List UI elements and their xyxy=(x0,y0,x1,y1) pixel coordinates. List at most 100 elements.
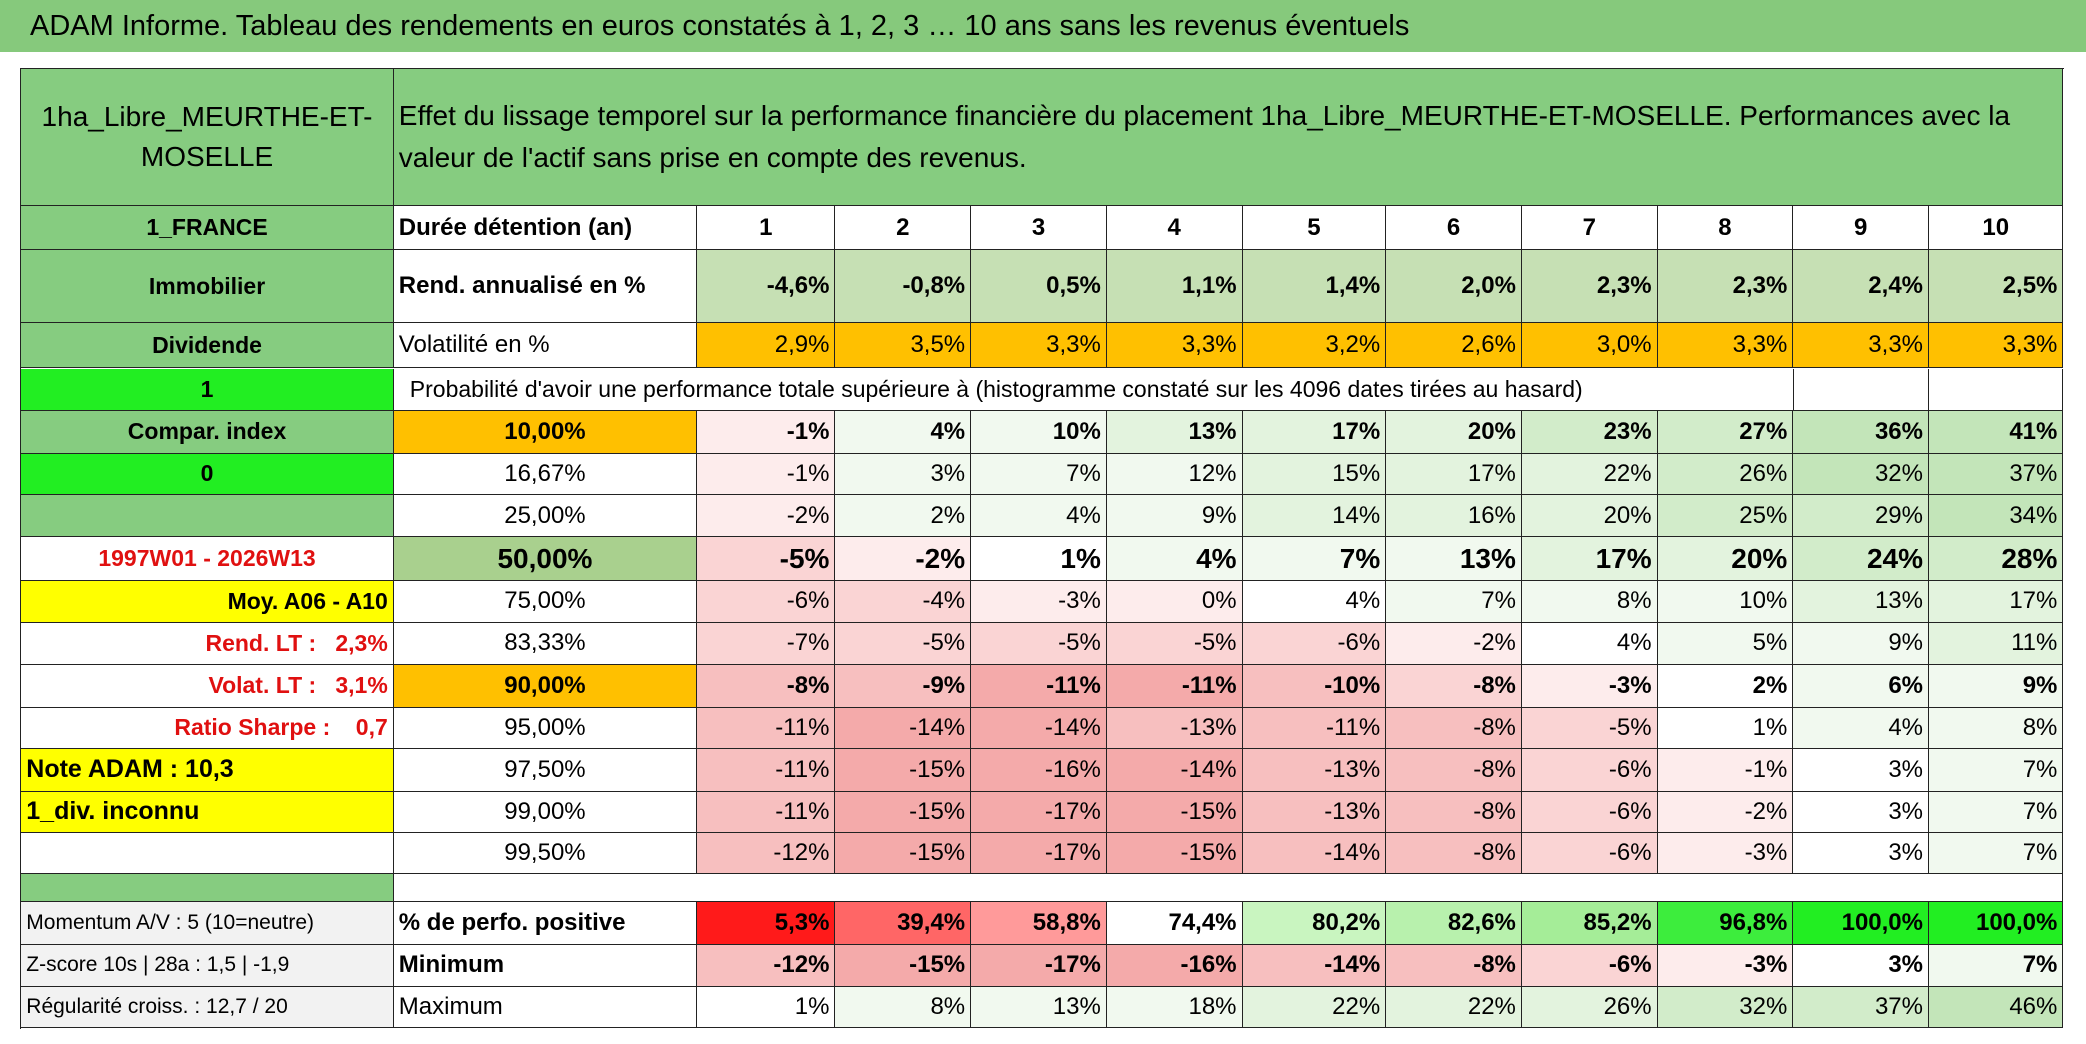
value-cell: -14% xyxy=(1242,944,1387,988)
value-cell: 7% xyxy=(1929,748,2064,792)
value-cell: 1% xyxy=(971,537,1107,582)
value-cell: 46% xyxy=(1929,987,2064,1029)
value-cell: 2,6% xyxy=(1386,323,1522,369)
value-cell: -11% xyxy=(1242,707,1387,749)
value-cell: 7% xyxy=(1929,791,2064,833)
value-cell: 3,3% xyxy=(1106,323,1243,369)
value-cell: 32% xyxy=(1793,453,1929,495)
row-label: Régularité croiss. : 12,7 / 20 xyxy=(21,987,394,1029)
value-cell: 9% xyxy=(1929,665,2064,708)
value-cell: -15% xyxy=(835,791,972,833)
value-cell: 24% xyxy=(1793,537,1929,582)
value-cell: -14% xyxy=(1106,748,1243,792)
row-label xyxy=(21,494,394,538)
value-cell: 3% xyxy=(835,453,972,495)
value-cell: 7% xyxy=(1929,832,2064,875)
value-cell: 13% xyxy=(971,987,1107,1029)
value-cell: -8% xyxy=(1386,707,1522,749)
value-cell: 17% xyxy=(1521,537,1658,582)
header-label: 1ha_Libre_MEURTHE-ET-MOSELLE xyxy=(21,69,394,207)
row-key: 90,00% xyxy=(393,665,698,708)
value-cell: -6% xyxy=(1521,944,1658,988)
value-cell: -14% xyxy=(835,707,972,749)
column-header: 6 xyxy=(1386,206,1522,251)
value-cell: 3,5% xyxy=(835,323,972,369)
value-cell: -15% xyxy=(835,832,972,875)
value-cell: -5% xyxy=(697,537,836,582)
value-cell: 3,3% xyxy=(971,323,1107,369)
value-cell: 20% xyxy=(1521,494,1658,538)
value-cell: -11% xyxy=(971,665,1107,708)
row-key: 99,00% xyxy=(393,791,698,833)
value-cell: 26% xyxy=(1657,453,1794,495)
value-cell: -3% xyxy=(971,581,1107,623)
table-frame xyxy=(20,68,2065,1030)
value-cell: 20% xyxy=(1386,411,1522,454)
value-cell: 13% xyxy=(1106,411,1243,454)
value-cell: 74,4% xyxy=(1106,901,1243,945)
value-cell: 2,0% xyxy=(1386,250,1522,324)
value-cell: 5,3% xyxy=(697,901,836,945)
value-cell: 4% xyxy=(1106,537,1243,582)
value-cell: 4% xyxy=(971,494,1107,538)
value-cell: -6% xyxy=(1521,791,1658,833)
row-key: 25,00% xyxy=(393,494,698,538)
value-cell: 28% xyxy=(1929,537,2064,582)
value-cell: 3,3% xyxy=(1929,323,2064,369)
value-cell: -15% xyxy=(1106,791,1243,833)
value-cell: -5% xyxy=(971,622,1107,666)
value-cell: 7% xyxy=(971,453,1107,495)
row-key: 75,00% xyxy=(393,581,698,623)
row-key: 83,33% xyxy=(393,622,698,666)
value-cell: -11% xyxy=(697,707,836,749)
value-cell: -3% xyxy=(1521,665,1658,708)
value-cell: 18% xyxy=(1106,987,1243,1029)
value-cell: 9% xyxy=(1106,494,1243,538)
row-label: Rend. LT : 2,3% xyxy=(21,622,394,666)
row-key: Durée détention (an) xyxy=(393,206,698,251)
row-label: Compar. index xyxy=(21,411,394,454)
row-key: 97,50% xyxy=(393,748,698,792)
value-cell: 7% xyxy=(1386,581,1522,623)
empty-cell xyxy=(1793,368,1929,412)
spacer xyxy=(21,874,394,902)
value-cell: -11% xyxy=(697,791,836,833)
row-label: 1_FRANCE xyxy=(21,206,394,251)
value-cell: -12% xyxy=(697,832,836,875)
value-cell: 13% xyxy=(1386,537,1522,582)
value-cell: 5% xyxy=(1657,622,1794,666)
value-cell: -5% xyxy=(1521,707,1658,749)
value-cell: 13% xyxy=(1793,581,1929,623)
value-cell: 7% xyxy=(1929,944,2064,988)
value-cell: 58,8% xyxy=(971,901,1107,945)
value-cell: 26% xyxy=(1521,987,1658,1029)
value-cell: -6% xyxy=(1521,832,1658,875)
row-label xyxy=(21,832,394,875)
value-cell: 32% xyxy=(1657,987,1794,1029)
value-cell: 22% xyxy=(1521,453,1658,495)
value-cell: -8% xyxy=(1386,791,1522,833)
row-key: 50,00% xyxy=(393,537,698,582)
value-cell: -1% xyxy=(697,411,836,454)
value-cell: -4,6% xyxy=(697,250,836,324)
value-cell: 4% xyxy=(1521,622,1658,666)
value-cell: 3% xyxy=(1793,832,1929,875)
value-cell: 1,4% xyxy=(1242,250,1387,324)
empty-cell xyxy=(1929,368,2064,412)
value-cell: 14% xyxy=(1242,494,1387,538)
value-cell: 2% xyxy=(1657,665,1794,708)
value-cell: 20% xyxy=(1657,537,1794,582)
value-cell: -10% xyxy=(1242,665,1387,708)
value-cell: 96,8% xyxy=(1657,901,1794,945)
row-label: Immobilier xyxy=(21,250,394,324)
value-cell: -5% xyxy=(1106,622,1243,666)
value-cell: 10% xyxy=(1657,581,1794,623)
column-header: 1 xyxy=(697,206,836,251)
value-cell: -2% xyxy=(697,494,836,538)
value-cell: -1% xyxy=(697,453,836,495)
value-cell: -11% xyxy=(1106,665,1243,708)
value-cell: 3,2% xyxy=(1242,323,1387,369)
row-label: 0 xyxy=(21,453,394,495)
value-cell: 37% xyxy=(1793,987,1929,1029)
